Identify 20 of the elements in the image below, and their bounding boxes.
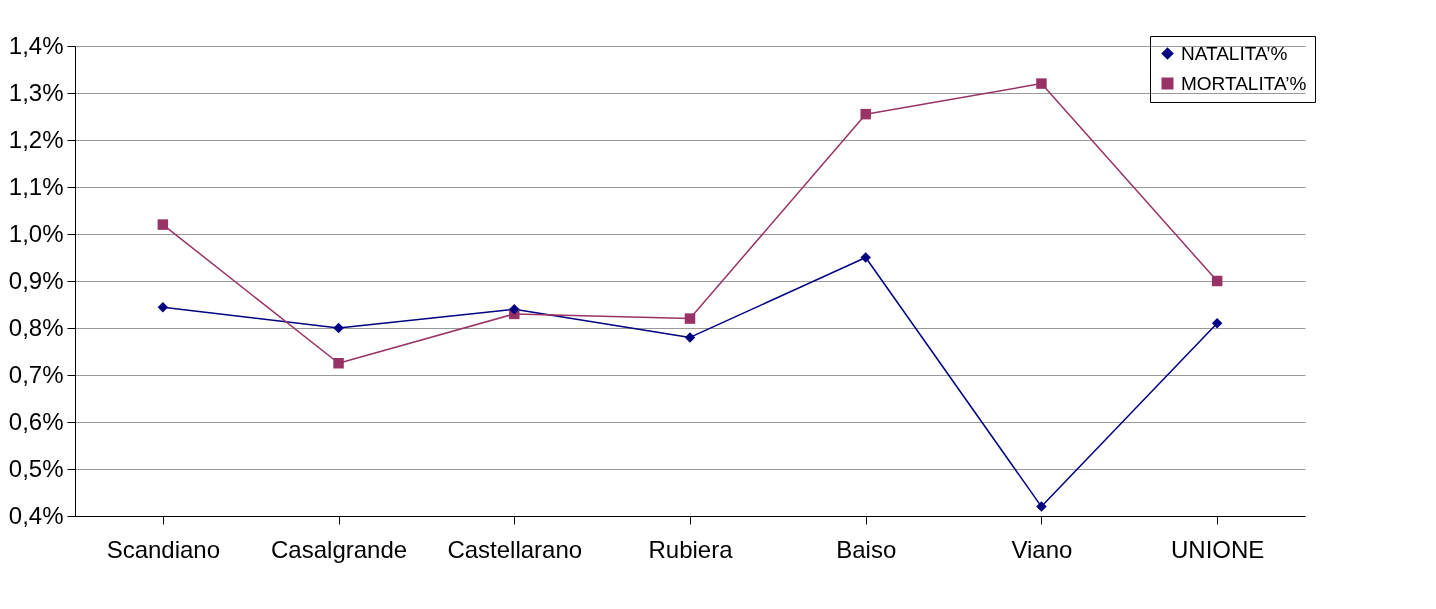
x-tick-label: Scandiano xyxy=(106,535,221,563)
y-tick-label: 1,0% xyxy=(8,219,64,247)
y-tick-label: 0,7% xyxy=(8,360,64,388)
y-tick-label: 1,4% xyxy=(8,31,64,59)
x-tick-label: Castellarano xyxy=(447,535,583,563)
y-tick-label: 0,8% xyxy=(8,313,64,341)
x-tick-label: Casalgrande xyxy=(271,535,408,563)
x-tick-label: Rubiera xyxy=(648,535,734,563)
x-tick-label: Viano xyxy=(1011,535,1073,563)
legend-label: NATALITA’% xyxy=(1181,42,1288,64)
y-tick-label: 0,4% xyxy=(8,501,64,529)
legend-label: MORTALITA’% xyxy=(1181,72,1307,94)
y-tick-label: 1,1% xyxy=(8,172,64,200)
x-tick-label: UNIONE xyxy=(1170,535,1265,563)
y-tick-label: 0,9% xyxy=(8,266,64,294)
y-tick-label: 1,2% xyxy=(8,125,64,153)
y-tick-label: 0,5% xyxy=(8,454,64,482)
y-tick-label: 0,6% xyxy=(8,407,64,435)
y-tick-label: 1,3% xyxy=(8,78,64,106)
x-tick-label: Baiso xyxy=(836,535,897,563)
